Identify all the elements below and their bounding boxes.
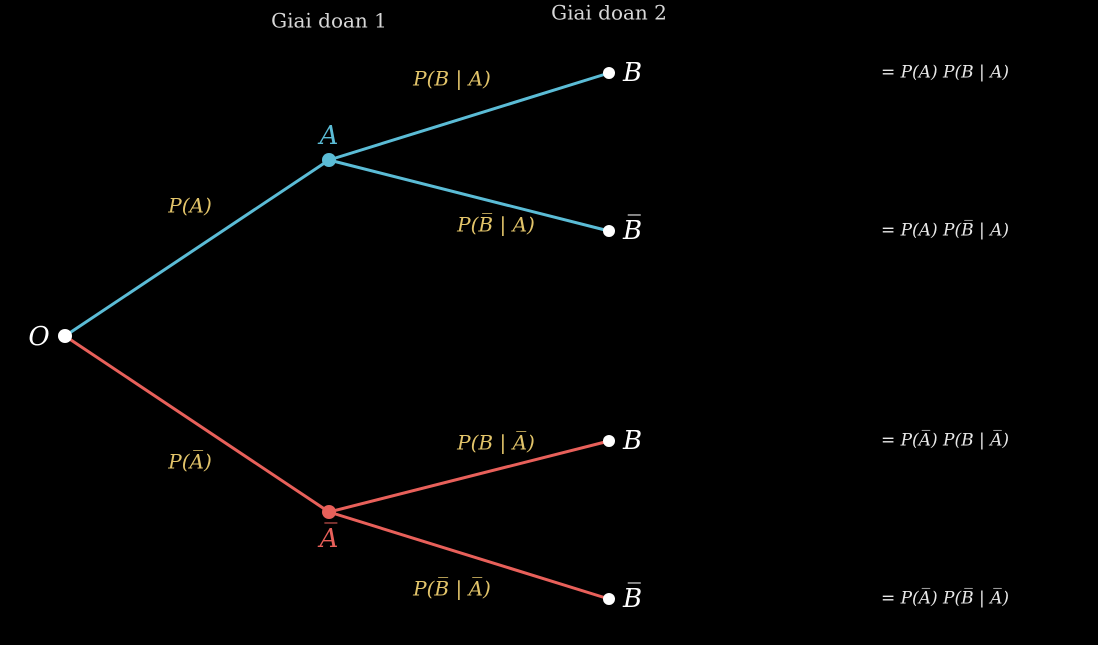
- node-label: O: [28, 322, 49, 352]
- node-dot: [603, 225, 615, 237]
- node-dot: [603, 67, 615, 79]
- node-dot: [322, 153, 336, 167]
- path-product: = P(A̅) P(B̅ | A̅): [881, 587, 1009, 608]
- branch: [328, 158, 610, 233]
- node-label: A̅: [318, 522, 339, 554]
- node-dot: [58, 329, 72, 343]
- path-product: = P(A̅) P(B | A̅): [881, 429, 1009, 450]
- branch: [64, 158, 330, 338]
- stage-label: Giai doan 2: [551, 1, 667, 25]
- node-dot: [603, 435, 615, 447]
- node-label: A: [318, 121, 339, 151]
- branch: [328, 439, 610, 514]
- edge-label: P(A): [167, 194, 212, 218]
- node-label: B̅: [622, 582, 642, 614]
- branch: [328, 510, 610, 601]
- node-dot: [603, 593, 615, 605]
- path-product: = P(A) P(B | A): [881, 63, 1009, 83]
- node-label: B̅: [622, 214, 642, 246]
- edge-label: P(A̅): [167, 449, 212, 474]
- edge-label: P(B | A): [412, 67, 491, 92]
- node-label: B: [622, 58, 642, 88]
- edge-label: P(B | A̅): [456, 430, 535, 456]
- path-product: = P(A) P(B̅ | A): [881, 219, 1009, 240]
- node-dot: [322, 505, 336, 519]
- stage-label: Giai doan 1: [271, 9, 387, 33]
- branch: [328, 71, 610, 162]
- branch: [64, 334, 330, 514]
- node-label: B: [622, 426, 642, 456]
- edge-label: P(B̅ | A̅): [412, 576, 491, 602]
- edge-label: P(B̅ | A): [456, 212, 535, 238]
